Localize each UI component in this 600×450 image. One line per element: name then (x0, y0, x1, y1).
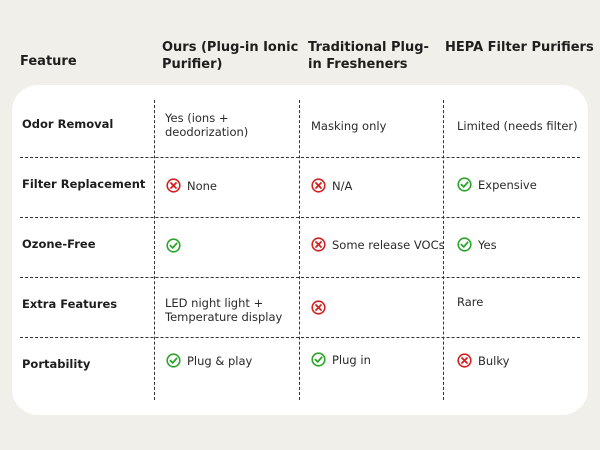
row-divider (20, 217, 580, 218)
cell-ours-ozone (166, 238, 187, 253)
feature-odor-removal: Odor Removal (22, 117, 114, 131)
check-icon (457, 237, 472, 252)
cell-traditional-portability: Plug in (311, 352, 371, 367)
header-traditional: Traditional Plug-in Fresheners (308, 40, 429, 72)
cell-text: Limited (needs filter) (457, 119, 578, 133)
cross-icon (311, 178, 326, 193)
row-divider (20, 157, 580, 158)
cell-text: Plug in (332, 352, 371, 367)
feature-portability: Portability (22, 357, 91, 371)
cross-icon (311, 300, 326, 315)
row-divider (20, 337, 580, 338)
column-divider (443, 100, 444, 400)
check-icon (166, 238, 181, 253)
cell-text: Plug & play (187, 353, 253, 368)
feature-filter-replacement: Filter Replacement (22, 177, 146, 191)
cell-text: Yes (ions + deodorization) (165, 111, 249, 139)
cell-traditional-filter: N/A (311, 178, 352, 193)
cell-text: Expensive (478, 177, 537, 192)
cell-text: Rare (457, 295, 484, 309)
cell-text: Some release VOCs (332, 237, 445, 252)
cell-hepa-ozone: Yes (457, 237, 497, 252)
cross-icon (166, 178, 181, 193)
column-divider (299, 100, 300, 400)
cell-hepa-filter: Expensive (457, 177, 537, 192)
cross-icon (457, 353, 472, 368)
cell-text: N/A (332, 178, 353, 193)
cell-ours-odor: Yes (ions + deodorization) (165, 111, 248, 139)
cell-ours-filter: None (166, 178, 217, 193)
cell-hepa-portability: Bulky (457, 353, 509, 368)
header-hepa: HEPA Filter Purifiers (445, 40, 594, 55)
cell-traditional-extra (311, 300, 332, 315)
cell-ours-portability: Plug & play (166, 353, 252, 368)
cell-hepa-odor: Limited (needs filter) (457, 119, 578, 133)
check-icon (166, 353, 181, 368)
check-icon (311, 352, 326, 367)
cell-traditional-odor: Masking only (311, 119, 386, 133)
cell-hepa-extra: Rare (457, 295, 483, 309)
cross-icon (311, 237, 326, 252)
row-divider (20, 277, 580, 278)
cell-text: LED night light + Temperature display (165, 296, 283, 324)
feature-ozone-free: Ozone-Free (22, 237, 96, 251)
cell-text: Bulky (478, 353, 510, 368)
cell-text: Yes (478, 237, 497, 252)
header-ours: Ours (Plug-in Ionic Purifier) (162, 40, 299, 72)
comparison-card (12, 85, 588, 415)
cell-ours-extra: LED night light + Temperature display (165, 296, 282, 324)
header-feature: Feature (20, 54, 77, 69)
feature-extra-features: Extra Features (22, 297, 118, 311)
column-divider (154, 100, 155, 400)
cell-traditional-ozone: Some release VOCs (311, 237, 445, 252)
cell-text: Masking only (311, 119, 387, 133)
check-icon (457, 177, 472, 192)
cell-text: None (187, 178, 218, 193)
